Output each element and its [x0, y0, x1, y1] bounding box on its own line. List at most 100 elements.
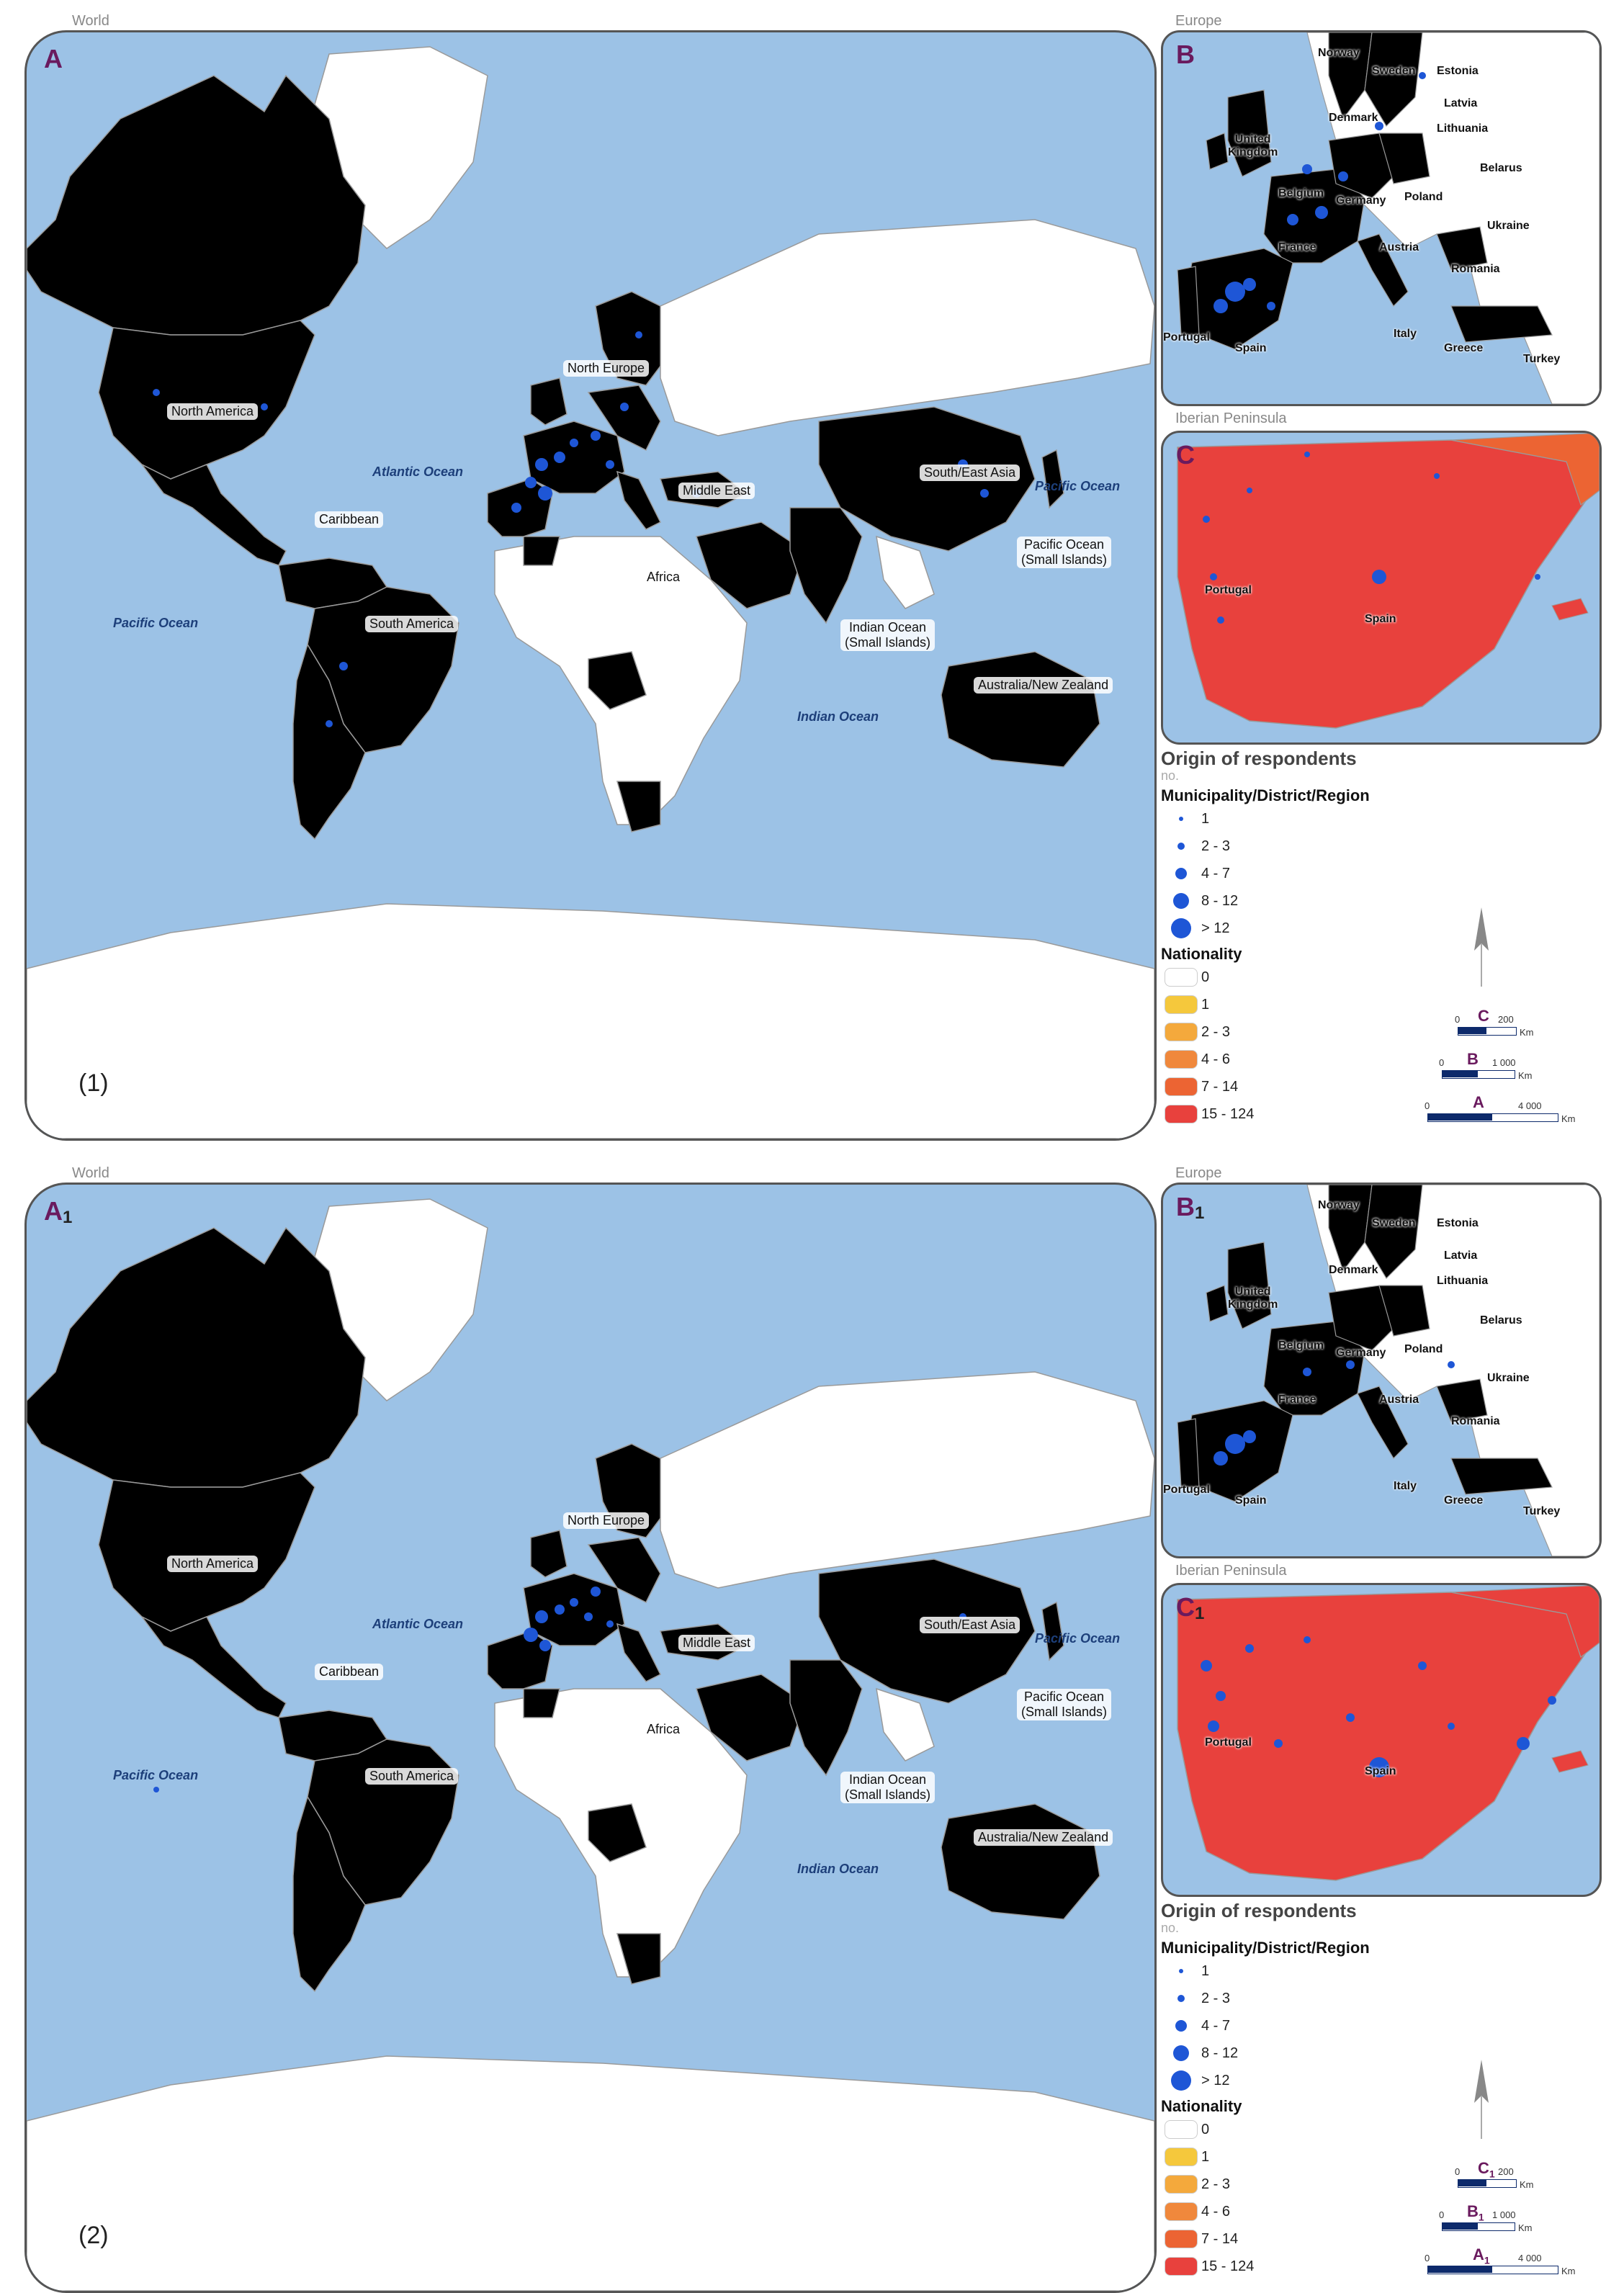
north-arrow-svg [1474, 907, 1489, 987]
scale-fill [1458, 1027, 1486, 1034]
scale-zero: 0 [1455, 1014, 1461, 1025]
panel-letter-b-sub: 1 [1195, 1203, 1205, 1223]
portugal-inset-shape [1177, 1418, 1200, 1488]
uk-shape [530, 377, 567, 426]
world-map[interactable]: A (1) North America Caribbean South America N… [24, 30, 1157, 1141]
usa-shape [98, 1472, 315, 1632]
panel-letter-c-main: C [1176, 1592, 1195, 1622]
respondent-dot [1448, 1723, 1455, 1730]
iberia-map[interactable]: C1 Portugal Spain [1161, 1583, 1602, 1897]
legend-point-symbol [1161, 893, 1201, 909]
scale-letter-sub: 1 [1489, 2168, 1495, 2180]
respondent-dot [1303, 1368, 1311, 1376]
legend-class-symbol [1161, 995, 1201, 1014]
india-shape [789, 507, 863, 624]
europe-caption: Europe [1175, 13, 1222, 29]
ocean-label-pacific-e: Pacific Ocean [1035, 1631, 1121, 1646]
legend-title: Origin of respondents [1161, 1900, 1357, 1921]
europe-label-ukraine: Ukraine [1487, 1372, 1530, 1384]
legend-swatch [1165, 2257, 1198, 2276]
scale-letter-main: C [1478, 1007, 1489, 1025]
europe-map-svg [1177, 32, 1600, 404]
scale-letter: C [1478, 1007, 1489, 1027]
respondent-dot [1203, 516, 1210, 523]
legend-dot [1177, 1995, 1185, 2002]
panel-letter-b-main: B [1176, 1192, 1195, 1221]
legend-point-symbol [1161, 817, 1201, 821]
europe-label-germany: Germany [1336, 194, 1386, 207]
europe-label-denmark: Denmark [1329, 1264, 1378, 1276]
legend-swatch [1165, 2148, 1198, 2166]
legend-class-symbol [1161, 968, 1201, 987]
legend-dot [1171, 918, 1191, 938]
region-label-pacific-islands: Pacific Ocean (Small Islands) [1017, 1689, 1112, 1720]
europe-label-denmark: Denmark [1329, 112, 1378, 124]
panel-letter-a-main: A [44, 1196, 63, 1226]
scale-bar-b: B1 0 1 000 Km [1439, 2202, 1543, 2241]
europe-label-belarus: Belarus [1480, 162, 1522, 174]
iberia-map[interactable]: C Portugal Spain [1161, 431, 1602, 745]
legend-class-symbol [1161, 2230, 1201, 2248]
legend-point-symbol [1161, 2070, 1201, 2091]
scale-letter-sub: 1 [1478, 2211, 1484, 2223]
legend-dot [1179, 1969, 1183, 1973]
scale-max: 200 [1498, 2166, 1514, 2177]
antarctica-shape [27, 2055, 1154, 2291]
respondent-dot [1418, 1661, 1427, 1670]
scale-letter: C1 [1478, 2159, 1495, 2179]
scale-bar-b: B 0 1 000 Km [1439, 1050, 1543, 1089]
europe-map[interactable]: B1 Norway Sweden Estonia Latvia Lithuania Denm… [1161, 1183, 1602, 1558]
legend-class-label: 15 - 124 [1201, 1105, 1255, 1122]
japan-shape [1041, 1601, 1064, 1661]
europe-label-turkey: Turkey [1523, 353, 1561, 365]
balearic-shape [1551, 598, 1589, 621]
legend-swatch [1165, 1050, 1198, 1069]
europe-label-austria: Austria [1379, 241, 1419, 253]
legend-class-symbol [1161, 1050, 1201, 1069]
legend-points-title: Municipality/District/Region [1161, 1939, 1370, 1957]
legend-class-row: 7 - 14 [1161, 1073, 1435, 1100]
panel-letter-b: B1 [1176, 1192, 1204, 1224]
turkey-inset-shape [1450, 1458, 1553, 1495]
legend-class-label: 1 [1201, 996, 1210, 1013]
world-map[interactable]: A1 (2) North America Caribbean South America… [24, 1183, 1157, 2293]
europe-label-portugal: Portugal [1163, 1484, 1210, 1496]
japan-shape [1041, 449, 1064, 509]
europe-label-italy: Italy [1394, 1480, 1417, 1492]
respondent-dot [1346, 1713, 1355, 1722]
argentina-shape [292, 1795, 366, 1993]
legend-dot [1173, 893, 1189, 909]
respondent-dot [555, 1605, 565, 1615]
canada-shape [27, 1226, 366, 1488]
legend-dot [1171, 2070, 1191, 2091]
legend-point-label: 2 - 3 [1201, 838, 1231, 854]
legend-class-symbol [1161, 2148, 1201, 2166]
respondent-dot [980, 489, 989, 498]
legend-point-label: 2 - 3 [1201, 1990, 1231, 2006]
legend-class-row: 1 [1161, 991, 1435, 1018]
ocean-label-atlantic: Atlantic Ocean [372, 465, 464, 479]
legend-point-symbol [1161, 2045, 1201, 2061]
germany-inset-shape [1328, 133, 1394, 199]
europe-label-france: France [1278, 1394, 1316, 1406]
legend: Origin of respondents no. Municipality/Dis… [1161, 1900, 1435, 2280]
legend-point-label: 4 - 7 [1201, 865, 1231, 881]
panel-letter-a: A [44, 44, 63, 76]
legend-point-row: 1 [1161, 805, 1435, 833]
panel-letter-c-main: C [1176, 440, 1195, 470]
north-arrow-svg [1474, 2060, 1489, 2139]
scale-max: 4 000 [1518, 2253, 1542, 2263]
poland-inset-shape [1378, 1285, 1430, 1337]
panel-letter-a-main: A [44, 44, 63, 73]
respondent-dot [1346, 1360, 1355, 1369]
respondent-dot [1304, 1636, 1311, 1643]
south-africa-shape [616, 781, 661, 833]
region-label-australia: Australia/New Zealand [974, 677, 1113, 694]
legend-point-row: > 12 [1161, 2067, 1435, 2094]
europe-map[interactable]: B Norway Sweden Estonia Latvia Lithuania Denma… [1161, 30, 1602, 406]
respondent-dot [339, 662, 348, 670]
respondent-dot [326, 720, 333, 727]
respondent-dot [1338, 171, 1348, 181]
legend-class-label: 2 - 3 [1201, 1023, 1231, 1040]
scale-zero: 0 [1439, 1057, 1445, 1068]
